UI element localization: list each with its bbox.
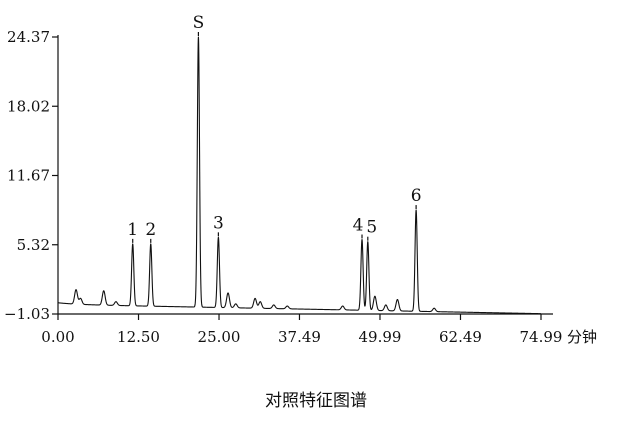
x-tick-label: 62.49: [439, 328, 482, 346]
peak-label-2: 2: [145, 220, 156, 240]
peak-label-S: S: [193, 13, 205, 33]
peak-label-6: 6: [411, 186, 422, 206]
y-tick-label: 24.37: [7, 28, 50, 46]
y-tick-label: 18.02: [7, 97, 50, 115]
peak-label-1: 1: [127, 220, 138, 240]
x-tick-label: 12.50: [117, 328, 160, 346]
peak-label-4: 4: [353, 216, 364, 236]
peak-label-3: 3: [213, 213, 224, 233]
x-tick-label: 0.00: [41, 328, 74, 346]
x-tick-label: 49.99: [359, 328, 402, 346]
peak-label-5: 5: [366, 218, 377, 238]
x-tick-label: 37.49: [278, 328, 321, 346]
axes: [57, 35, 553, 315]
y-tick-label: −1.03: [4, 305, 50, 323]
y-tick-label: 5.32: [17, 236, 50, 254]
y-tick-label: 11.67: [7, 167, 50, 185]
chart-title: 对照特征图谱: [265, 391, 367, 411]
chromatogram-trace: [57, 36, 542, 315]
x-tick-label: 25.00: [198, 328, 241, 346]
peak-labels: 1 2 S 3 4 5 6: [127, 13, 422, 243]
x-unit-label: 分钟: [567, 328, 597, 346]
x-tick-label: 74.99: [520, 328, 563, 346]
